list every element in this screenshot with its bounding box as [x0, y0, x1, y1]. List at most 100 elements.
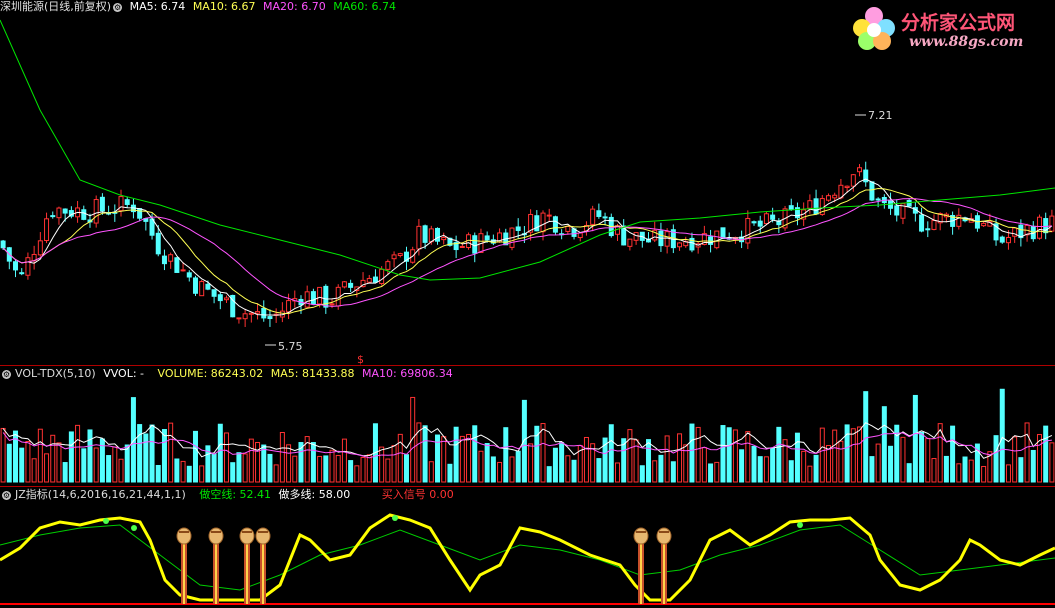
volume-bar — [217, 423, 223, 483]
long-line — [0, 513, 1055, 602]
candle-body — [677, 242, 683, 248]
volume-bar — [956, 463, 962, 483]
volume-bar — [714, 461, 720, 483]
candle-body — [391, 254, 397, 260]
candle-body — [25, 257, 31, 276]
volume-bar — [323, 455, 329, 483]
candle-body — [863, 169, 869, 183]
volume-bar — [869, 456, 875, 483]
volume-bar — [310, 442, 316, 483]
candle-body — [763, 213, 769, 225]
volume-bar — [888, 445, 894, 483]
volume-bar — [850, 428, 856, 483]
volume-bar — [881, 406, 887, 483]
candle-body — [602, 216, 608, 219]
volume-header: ⚙ VOL-TDX(5,10) VVOL: - VOLUME: 86243.02 … — [0, 367, 457, 381]
candle-body — [993, 223, 999, 241]
volume-bar — [466, 433, 472, 483]
candle-body — [149, 218, 155, 236]
volume-bar — [590, 443, 596, 483]
volume-bar — [658, 454, 664, 483]
candle-body — [894, 205, 900, 216]
volume-bar — [149, 424, 155, 483]
volume-bar — [794, 432, 800, 483]
volume-bar — [441, 436, 447, 483]
high-price-label: 7.21 — [868, 109, 893, 122]
volume-bar — [230, 462, 236, 483]
candle-body — [62, 208, 68, 214]
volume-bar — [379, 446, 385, 483]
volume-bar — [211, 453, 217, 483]
volume-bar — [304, 436, 310, 483]
volume-bar — [447, 463, 453, 483]
candle-body — [832, 194, 838, 199]
volume-bar — [1043, 425, 1049, 483]
candle-body — [192, 277, 198, 294]
volume-bar — [912, 394, 918, 483]
volume-bar — [782, 439, 788, 483]
volume-bar — [286, 444, 292, 483]
volume-bar — [602, 437, 608, 483]
vol-ma5-value: MA5: 81433.88 — [270, 367, 355, 380]
volume-bar — [242, 453, 248, 483]
candle-body — [1036, 216, 1042, 239]
gear-icon[interactable]: ⚙ — [2, 491, 11, 500]
watermark-logo: 分析家公式网 www.88gs.com — [849, 2, 1049, 54]
volume-bar — [410, 396, 416, 483]
signal-bell-icon — [656, 527, 672, 545]
volume-bar — [670, 461, 676, 483]
candle-body — [199, 281, 205, 297]
vol-title: VOL-TDX(5,10) — [15, 367, 96, 380]
volume-bar — [428, 461, 434, 483]
volume-bar — [583, 436, 589, 483]
candle-body — [875, 198, 881, 201]
signal-bell-band — [242, 531, 252, 533]
jz-title: JZ指标(14,6,2016,16,21,44,1,1) — [15, 488, 186, 501]
volume-bar — [19, 447, 25, 483]
candle-body — [1043, 218, 1049, 234]
gear-icon[interactable]: ⚙ — [113, 3, 123, 12]
volume-bar — [720, 425, 726, 483]
candle-body — [825, 195, 831, 201]
volume-bar — [180, 460, 186, 483]
candle-body — [484, 235, 490, 241]
gear-icon[interactable]: ⚙ — [2, 370, 11, 379]
candle-body — [211, 289, 217, 297]
candle-body — [248, 312, 254, 315]
volume-ma10-line — [2, 432, 1052, 459]
candle-body — [565, 225, 571, 232]
panel-divider — [0, 486, 1055, 487]
price-header: 深圳能源(日线,前复权) ⚙ MA5: 6.74 MA10: 6.67 MA20:… — [0, 0, 400, 14]
ma5-value: MA5: 6.74 — [129, 0, 186, 13]
candle-body — [174, 257, 180, 273]
volume-bar — [974, 443, 980, 483]
volume-bar — [807, 465, 813, 483]
candle-body — [552, 216, 558, 233]
candle-body — [217, 294, 223, 302]
volume-bar — [621, 438, 627, 483]
volume-bar — [695, 426, 701, 483]
candle-body — [44, 218, 50, 241]
volume-bar — [459, 435, 465, 483]
candle-body — [813, 198, 819, 215]
volume-bar — [403, 454, 409, 483]
candle-body — [919, 214, 925, 232]
volume-bar — [770, 447, 776, 483]
volume-bar — [248, 438, 254, 483]
volume-ma5-line — [2, 422, 1053, 459]
long-line-value: 做多线: 58.00 — [278, 488, 351, 501]
candle-body — [186, 272, 192, 278]
green-dot-marker — [131, 525, 137, 531]
volume-bar — [435, 434, 441, 483]
candle-body — [56, 207, 62, 219]
candle-body — [168, 254, 174, 262]
candle-body — [93, 199, 99, 224]
candle-body — [577, 232, 583, 239]
candle-body — [534, 215, 540, 232]
volume-bar — [801, 450, 807, 483]
vvol-value: VVOL: - — [103, 367, 145, 380]
ma5-line — [2, 178, 1053, 316]
volume-bar — [298, 442, 304, 483]
volume-bar — [943, 455, 949, 483]
